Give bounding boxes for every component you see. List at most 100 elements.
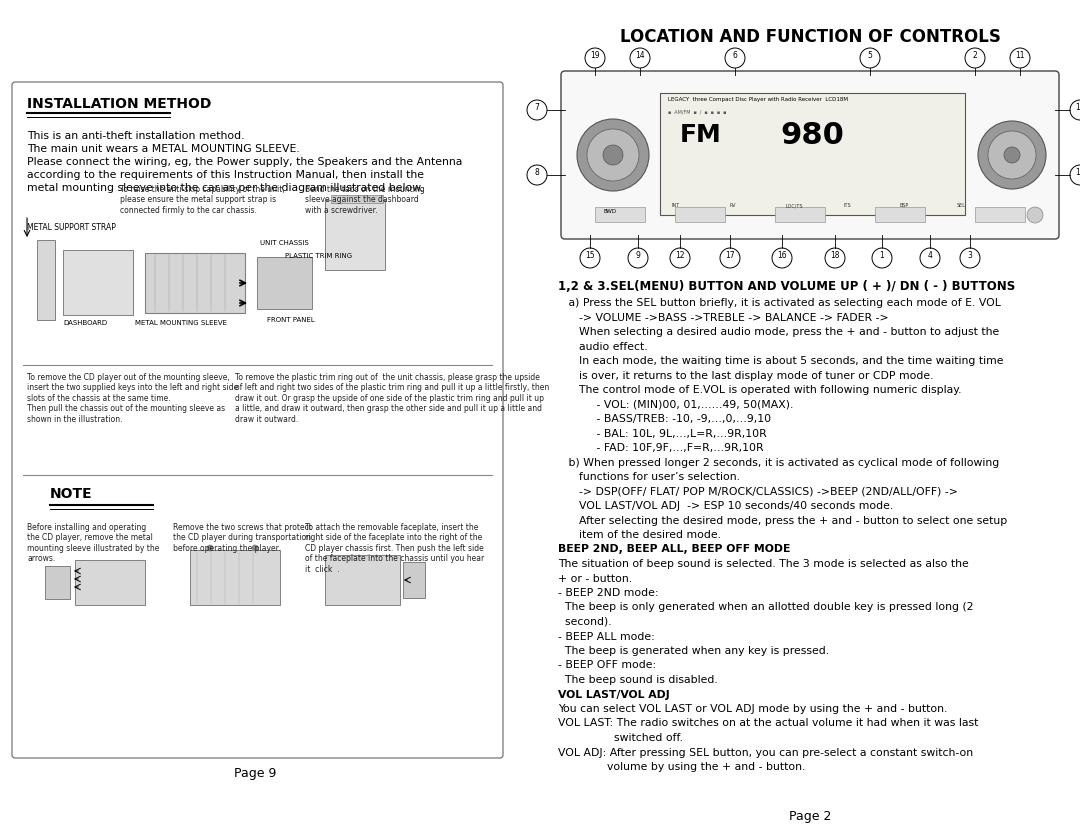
Text: The main unit wears a METAL MOUNTING SLEEVE.: The main unit wears a METAL MOUNTING SLE… — [27, 144, 300, 154]
Text: SEL: SEL — [957, 203, 966, 208]
Circle shape — [207, 545, 213, 551]
Text: FRONT PANEL: FRONT PANEL — [267, 317, 314, 323]
Text: volume by using the + and - button.: volume by using the + and - button. — [558, 762, 806, 772]
Text: second).: second). — [558, 617, 611, 627]
Circle shape — [627, 248, 648, 268]
Bar — [675, 207, 725, 222]
Text: switched off.: switched off. — [558, 733, 683, 743]
Text: 10: 10 — [1076, 168, 1080, 177]
Bar — [403, 562, 426, 598]
Text: is over, it returns to the last display mode of tuner or CDP mode.: is over, it returns to the last display … — [558, 370, 933, 380]
FancyBboxPatch shape — [561, 71, 1059, 239]
Text: VOL LAST: The radio switches on at the actual volume it had when it was last: VOL LAST: The radio switches on at the a… — [558, 719, 978, 729]
Text: 19: 19 — [590, 51, 599, 60]
Bar — [63, 250, 133, 315]
Text: The beep is only generated when an allotted double key is pressed long (2: The beep is only generated when an allot… — [558, 602, 973, 612]
Text: After selecting the desired mode, press the + and - button to select one setup: After selecting the desired mode, press … — [558, 515, 1008, 525]
Text: -> VOLUME ->BASS ->TREBLE -> BALANCE -> FADER ->: -> VOLUME ->BASS ->TREBLE -> BALANCE -> … — [558, 313, 889, 323]
Bar — [75, 560, 145, 605]
Circle shape — [1010, 48, 1030, 68]
Text: The beep sound is disabled.: The beep sound is disabled. — [558, 675, 718, 685]
Text: You can select VOL LAST or VOL ADJ mode by using the + and - button.: You can select VOL LAST or VOL ADJ mode … — [558, 704, 947, 714]
Text: - BEEP 2ND mode:: - BEEP 2ND mode: — [558, 588, 659, 598]
Text: 2: 2 — [973, 51, 977, 60]
Circle shape — [860, 48, 880, 68]
Text: LOCATION AND FUNCTION OF CONTROLS: LOCATION AND FUNCTION OF CONTROLS — [620, 28, 1000, 46]
Text: To remove the CD player out of the mounting sleeve,
insert the two supplied keys: To remove the CD player out of the mount… — [27, 373, 239, 424]
Text: ▪  AM/FM  ▪  /  ▪  ▪  ▪  ▪: ▪ AM/FM ▪ / ▪ ▪ ▪ ▪ — [669, 109, 727, 114]
Text: VOL LAST/VOL ADJ: VOL LAST/VOL ADJ — [558, 690, 670, 700]
Circle shape — [966, 48, 985, 68]
Bar — [145, 253, 245, 313]
Circle shape — [920, 248, 940, 268]
Text: When selecting a desired audio mode, press the + and - button to adjust the: When selecting a desired audio mode, pre… — [558, 327, 999, 337]
Circle shape — [252, 545, 258, 551]
Bar — [660, 93, 966, 215]
Text: b) When pressed longer 2 seconds, it is activated as cyclical mode of following: b) When pressed longer 2 seconds, it is … — [558, 458, 999, 468]
Text: Page 2: Page 2 — [788, 810, 832, 823]
Circle shape — [1004, 147, 1020, 163]
Bar — [37, 240, 55, 320]
Text: 3: 3 — [968, 251, 972, 260]
Text: 16: 16 — [778, 251, 787, 260]
Text: BSP: BSP — [900, 203, 909, 208]
Text: Please connect the wiring, eg, the Power supply, the Speakers and the Antenna: Please connect the wiring, eg, the Power… — [27, 157, 462, 167]
Circle shape — [670, 248, 690, 268]
Circle shape — [585, 48, 605, 68]
Circle shape — [960, 248, 980, 268]
Text: 9: 9 — [635, 251, 640, 260]
Circle shape — [630, 48, 650, 68]
Text: - FAD: 10F,9F,…,F=R,…9R,10R: - FAD: 10F,9F,…,F=R,…9R,10R — [558, 443, 764, 453]
Text: 18: 18 — [831, 251, 840, 260]
Text: Before installing and operating
the CD player, remove the metal
mounting sleeve : Before installing and operating the CD p… — [27, 523, 160, 563]
Text: The control mode of E.VOL is operated with following numeric display.: The control mode of E.VOL is operated wi… — [558, 385, 961, 395]
Text: INT: INT — [672, 203, 680, 208]
Text: 1,2 & 3.SEL(MENU) BUTTON AND VOLUME UP ( + )/ DN ( - ) BUTTONS: 1,2 & 3.SEL(MENU) BUTTON AND VOLUME UP (… — [558, 280, 1015, 293]
FancyBboxPatch shape — [12, 82, 503, 758]
Circle shape — [588, 129, 639, 181]
Circle shape — [988, 131, 1036, 179]
Text: LOC/TS: LOC/TS — [786, 203, 804, 208]
Bar — [595, 207, 645, 222]
Text: 12: 12 — [675, 251, 685, 260]
Bar — [325, 200, 384, 270]
Bar — [45, 566, 70, 599]
Text: ITS: ITS — [843, 203, 851, 208]
Text: 1: 1 — [879, 251, 885, 260]
Circle shape — [872, 248, 892, 268]
Text: This is an anti-theft installation method.: This is an anti-theft installation metho… — [27, 131, 244, 141]
Text: - BASS/TREB: -10, -9,…,0,…9,10: - BASS/TREB: -10, -9,…,0,…9,10 — [558, 414, 771, 424]
Text: UNIT CHASSIS: UNIT CHASSIS — [260, 240, 309, 246]
Text: LEGACY  three Compact Disc Player with Radio Receiver  LCD18M: LEGACY three Compact Disc Player with Ra… — [669, 97, 848, 102]
Text: a) Press the SEL button briefly, it is activated as selecting each mode of E. VO: a) Press the SEL button briefly, it is a… — [558, 298, 1001, 308]
Circle shape — [978, 121, 1047, 189]
Bar — [330, 195, 383, 203]
Text: In each mode, the waiting time is about 5 seconds, and the time waiting time: In each mode, the waiting time is about … — [558, 356, 1003, 366]
Circle shape — [580, 248, 600, 268]
Text: 11: 11 — [1015, 51, 1025, 60]
Text: To attach the removable faceplate, insert the
right side of the faceplate into t: To attach the removable faceplate, inser… — [305, 523, 484, 574]
Circle shape — [772, 248, 792, 268]
Circle shape — [1027, 207, 1043, 223]
Text: 17: 17 — [725, 251, 734, 260]
Bar — [325, 555, 400, 605]
Text: METAL MOUNTING SLEEVE: METAL MOUNTING SLEEVE — [135, 320, 227, 326]
Text: FM: FM — [680, 123, 721, 147]
Text: PLASTIC TRIM RING: PLASTIC TRIM RING — [285, 253, 352, 259]
Text: 6: 6 — [732, 51, 738, 60]
Text: - BEEP OFF mode:: - BEEP OFF mode: — [558, 661, 657, 671]
Circle shape — [1070, 100, 1080, 120]
Text: VOL LAST/VOL ADJ  -> ESP 10 seconds/40 seconds mode.: VOL LAST/VOL ADJ -> ESP 10 seconds/40 se… — [558, 501, 893, 511]
Text: Remove the two screws that protect
the CD player during transportation
before op: Remove the two screws that protect the C… — [173, 523, 312, 553]
Text: VOL ADJ: After pressing SEL button, you can pre-select a constant switch-on: VOL ADJ: After pressing SEL button, you … — [558, 747, 973, 757]
Text: Bend the tabs on the mounting
sleeve against the dashboard
with a screwdriver.: Bend the tabs on the mounting sleeve aga… — [305, 185, 424, 215]
Text: NOTE: NOTE — [50, 487, 93, 501]
Circle shape — [1070, 165, 1080, 185]
Text: functions for user’s selection.: functions for user’s selection. — [558, 472, 740, 482]
Text: 15: 15 — [1076, 103, 1080, 112]
Text: To remove the plastic trim ring out of  the unit chassis, please grasp the upsid: To remove the plastic trim ring out of t… — [235, 373, 550, 424]
Circle shape — [725, 48, 745, 68]
Circle shape — [577, 119, 649, 191]
Bar — [875, 207, 924, 222]
Text: 5: 5 — [867, 51, 873, 60]
